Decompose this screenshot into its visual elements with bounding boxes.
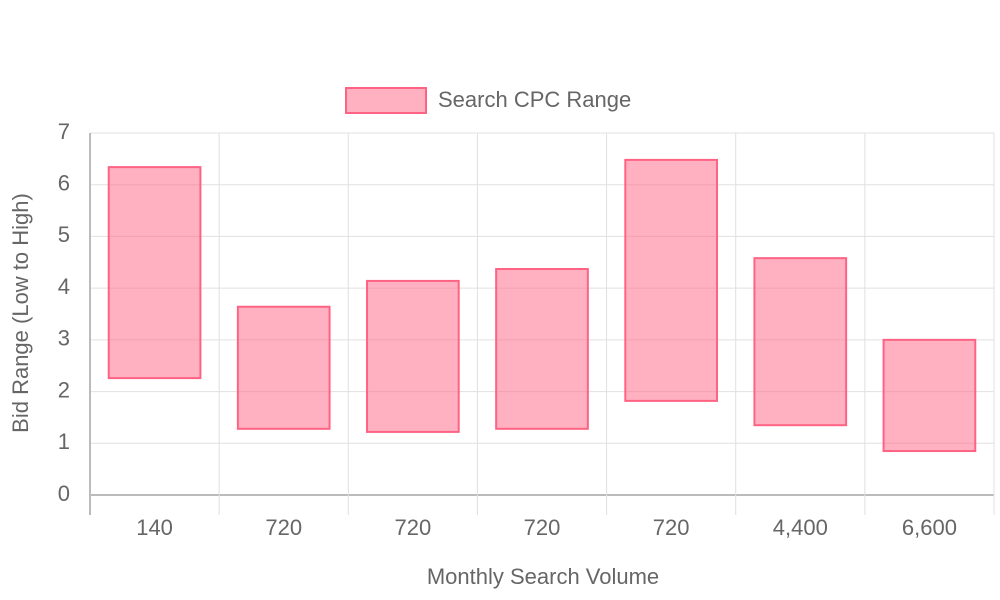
x-tick-label: 720 <box>394 515 431 540</box>
x-tick-label: 140 <box>136 515 173 540</box>
bar <box>366 279 460 433</box>
legend-swatch <box>345 87 427 114</box>
bar <box>624 158 718 402</box>
y-axis-title: Bid Range (Low to High) <box>8 193 33 433</box>
x-tick-label: 720 <box>265 515 302 540</box>
y-tick-label: 5 <box>58 222 70 247</box>
bar <box>495 268 589 430</box>
x-axis-title: Monthly Search Volume <box>427 564 659 589</box>
y-tick-label: 4 <box>58 274 70 299</box>
x-tick-label: 720 <box>653 515 690 540</box>
y-tick-label: 3 <box>58 326 70 351</box>
x-tick-label: 720 <box>524 515 561 540</box>
bar <box>236 305 331 430</box>
bar <box>753 257 848 427</box>
x-tick-label: 6,600 <box>902 515 957 540</box>
x-tick-label: 4,400 <box>773 515 828 540</box>
y-tick-label: 1 <box>58 429 70 454</box>
bar <box>107 166 202 380</box>
y-tick-label: 0 <box>58 481 70 506</box>
legend-label: Search CPC Range <box>438 87 631 112</box>
y-tick-label: 7 <box>58 119 70 144</box>
y-tick-label: 2 <box>58 377 70 402</box>
y-tick-label: 6 <box>58 171 70 196</box>
bar <box>882 338 977 453</box>
